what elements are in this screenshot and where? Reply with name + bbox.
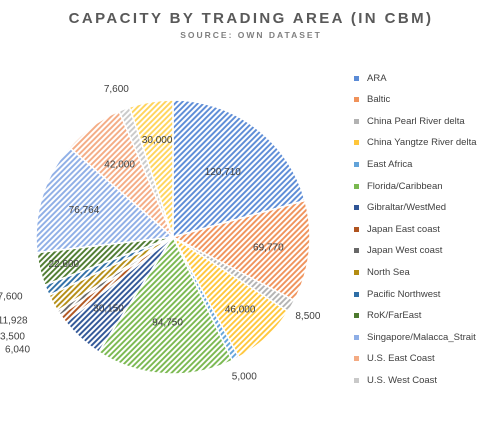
legend-item: Pacific Northwest (354, 287, 440, 301)
data-label: 6,040 (5, 345, 30, 356)
data-label: 3,500 (0, 331, 25, 342)
legend-label: Baltic (367, 94, 391, 106)
legend-label: Gibraltar/WestMed (367, 202, 447, 214)
legend-swatch (354, 377, 359, 383)
data-label: 30,000 (142, 135, 173, 146)
legend-item: Baltic (354, 93, 390, 107)
data-label: 46,000 (225, 305, 256, 316)
legend-item: RoK/FarEast (354, 309, 421, 323)
legend-swatch (354, 356, 359, 362)
legend-item: North Sea (354, 265, 410, 279)
legend-label: East Africa (367, 158, 413, 170)
legend-swatch (354, 118, 359, 124)
legend-item: Japan East coast (354, 222, 440, 236)
data-label: 7,600 (0, 291, 23, 302)
legend-item: ARA (354, 71, 387, 85)
legend-label: ARA (367, 72, 387, 84)
data-label: 69,770 (253, 243, 284, 254)
legend-swatch (354, 313, 359, 319)
data-label: 120,710 (205, 167, 242, 178)
legend-swatch (354, 269, 359, 275)
data-label: 94,750 (152, 317, 183, 328)
legend-swatch (354, 205, 359, 211)
legend-label: Singapore/Malacca_Strait (367, 331, 476, 343)
legend-label: RoK/FarEast (367, 310, 422, 322)
data-label: 11,928 (0, 315, 28, 326)
legend-label: U.S. West Coast (367, 374, 438, 386)
data-label: 7,600 (104, 84, 129, 95)
legend-label: Florida/Caribbean (367, 180, 443, 192)
data-label: 22,600 (48, 259, 79, 270)
legend-item: U.S. West Coast (354, 373, 437, 387)
legend-swatch (354, 183, 359, 189)
data-label: 30,150 (93, 304, 124, 315)
legend-item: China Yangtze River delta (354, 136, 477, 150)
pie-slice (35, 146, 175, 254)
data-label: 8,500 (295, 311, 320, 322)
legend-item: U.S. East Coast (354, 352, 435, 366)
legend-item: Gibraltar/WestMed (354, 201, 446, 215)
data-label: 76,764 (69, 205, 100, 216)
legend-swatch (354, 248, 359, 254)
legend-item: East Africa (354, 157, 412, 171)
pie-slice (172, 99, 306, 238)
chart-subtitle: SOURCE: OWN DATASET (180, 30, 322, 40)
legend-item: Japan West coast (354, 244, 442, 258)
pie-slice (128, 99, 174, 238)
legend-label: Pacific Northwest (367, 288, 441, 300)
legend-item: China Pearl River delta (354, 114, 465, 128)
pie-slice (170, 199, 311, 302)
legend-swatch (354, 291, 359, 297)
legend-item: Florida/Caribbean (354, 179, 443, 193)
legend-swatch (354, 226, 359, 232)
data-label: 5,000 (232, 371, 257, 382)
legend-item: Singapore/Malacca_Strait (354, 330, 476, 344)
legend-swatch (354, 75, 359, 81)
legend-label: Japan West coast (367, 245, 443, 257)
legend-label: North Sea (367, 266, 410, 278)
legend-swatch (354, 334, 359, 340)
legend-label: China Pearl River delta (367, 115, 465, 127)
data-label: 42,000 (104, 160, 135, 171)
legend-label: Japan East coast (367, 223, 440, 235)
legend-label: China Yangtze River delta (367, 137, 477, 149)
legend-swatch (354, 97, 359, 103)
chart-title: CAPACITY BY TRADING AREA (IN CBM) (68, 10, 434, 27)
legend-swatch (354, 161, 359, 167)
pie-slice (97, 235, 234, 375)
legend-swatch (354, 140, 359, 146)
legend-label: U.S. East Coast (367, 353, 435, 365)
